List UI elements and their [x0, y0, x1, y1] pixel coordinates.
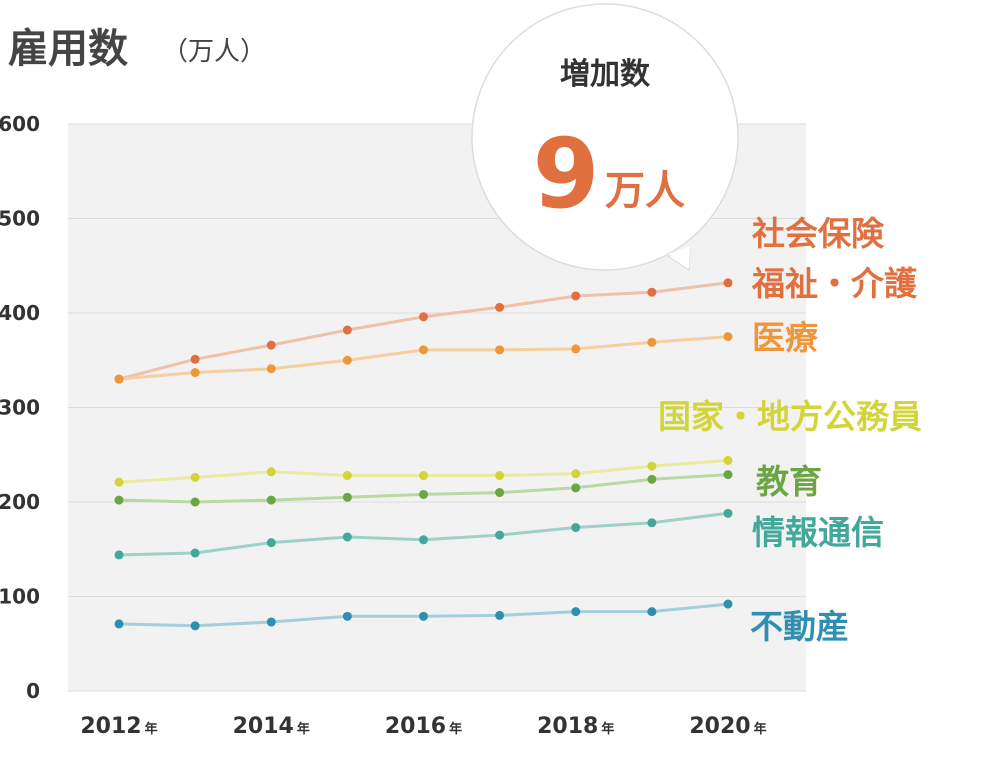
data-point	[190, 472, 200, 482]
x-tick-label: 2020 年	[689, 714, 766, 739]
x-axis-ticks: 2012 年 2014 年 2016 年 2018 年 2020 年	[80, 714, 766, 739]
data-point	[495, 345, 505, 355]
callout-unit: 万人	[605, 168, 685, 214]
chart-unit: （万人）	[162, 37, 266, 67]
data-point	[342, 611, 352, 621]
data-point	[266, 495, 276, 505]
data-point	[342, 471, 352, 481]
x-tick-unit: 年	[145, 721, 158, 737]
data-point	[419, 611, 428, 621]
x-tick-unit: 年	[754, 721, 767, 737]
y-axis-ticks: 0 100 200 300 400 500 600	[0, 112, 40, 703]
data-point	[495, 471, 505, 481]
x-tick-year: 2020	[689, 714, 750, 739]
data-point	[723, 470, 733, 480]
y-tick-label: 0	[26, 679, 40, 703]
data-point	[419, 345, 428, 355]
data-point	[419, 471, 428, 481]
series-points	[114, 278, 733, 631]
data-point	[571, 291, 581, 301]
x-tick-unit: 年	[601, 721, 614, 737]
y-tick-label: 400	[0, 301, 40, 325]
data-point	[723, 278, 733, 288]
data-point	[723, 455, 733, 465]
data-point	[114, 550, 124, 560]
data-point	[571, 344, 581, 354]
increase-callout: 増加数 9 万人	[471, 3, 739, 271]
series-label: 福祉・介護	[751, 264, 918, 303]
chart-title: 雇用数	[8, 26, 128, 72]
data-point	[419, 535, 428, 545]
data-point	[419, 312, 428, 322]
data-point	[190, 497, 200, 507]
data-point	[647, 607, 657, 617]
data-point	[266, 467, 276, 477]
y-tick-label: 300	[0, 396, 40, 420]
data-point	[114, 477, 124, 487]
data-point	[342, 355, 352, 365]
data-point	[266, 617, 276, 627]
data-point	[190, 354, 200, 364]
data-point	[723, 332, 733, 342]
series-label: 医療	[752, 318, 819, 357]
data-point	[495, 530, 505, 540]
data-point	[723, 508, 733, 518]
callout-number: 9	[533, 118, 600, 230]
data-point	[495, 610, 505, 620]
series-label: 国家・地方公務員	[658, 397, 922, 436]
data-point	[342, 325, 352, 335]
x-tick-year: 2014	[233, 714, 294, 739]
x-tick-year: 2016	[385, 714, 446, 739]
data-point	[342, 492, 352, 502]
data-point	[495, 488, 505, 498]
data-point	[647, 474, 657, 484]
data-point	[114, 495, 124, 505]
data-point	[114, 374, 124, 384]
x-tick-label: 2016 年	[385, 714, 462, 739]
data-point	[647, 461, 657, 471]
data-point	[571, 523, 581, 533]
x-tick-unit: 年	[449, 721, 462, 737]
series-label: 社会保険	[752, 214, 885, 253]
series-label: 情報通信	[752, 513, 884, 552]
data-point	[190, 368, 200, 378]
data-point	[266, 364, 276, 374]
x-tick-year: 2018	[537, 714, 598, 739]
data-point	[114, 619, 124, 629]
data-point	[647, 337, 657, 347]
x-tick-label: 2018 年	[537, 714, 614, 739]
data-point	[190, 548, 200, 558]
data-point	[723, 599, 733, 609]
y-tick-label: 100	[0, 585, 40, 609]
data-point	[571, 483, 581, 493]
data-point	[266, 340, 276, 350]
callout-tail-fill	[668, 246, 690, 268]
x-tick-unit: 年	[297, 721, 310, 737]
callout-title: 増加数	[560, 57, 651, 92]
data-point	[571, 469, 581, 479]
callout-bubble	[471, 3, 739, 271]
data-point	[647, 287, 657, 297]
data-point	[266, 538, 276, 548]
data-point	[419, 489, 428, 499]
y-tick-label: 600	[0, 112, 40, 136]
x-tick-label: 2014 年	[233, 714, 310, 739]
series-label: 教育	[756, 462, 822, 501]
x-tick-label: 2012 年	[80, 714, 157, 739]
y-tick-label: 200	[0, 490, 40, 514]
data-point	[495, 302, 505, 312]
data-point	[571, 607, 581, 617]
x-tick-year: 2012	[80, 714, 141, 739]
data-point	[647, 518, 657, 528]
y-tick-label: 500	[0, 207, 40, 231]
data-point	[342, 532, 352, 542]
data-point	[190, 621, 200, 631]
series-label: 不動産	[750, 607, 849, 646]
